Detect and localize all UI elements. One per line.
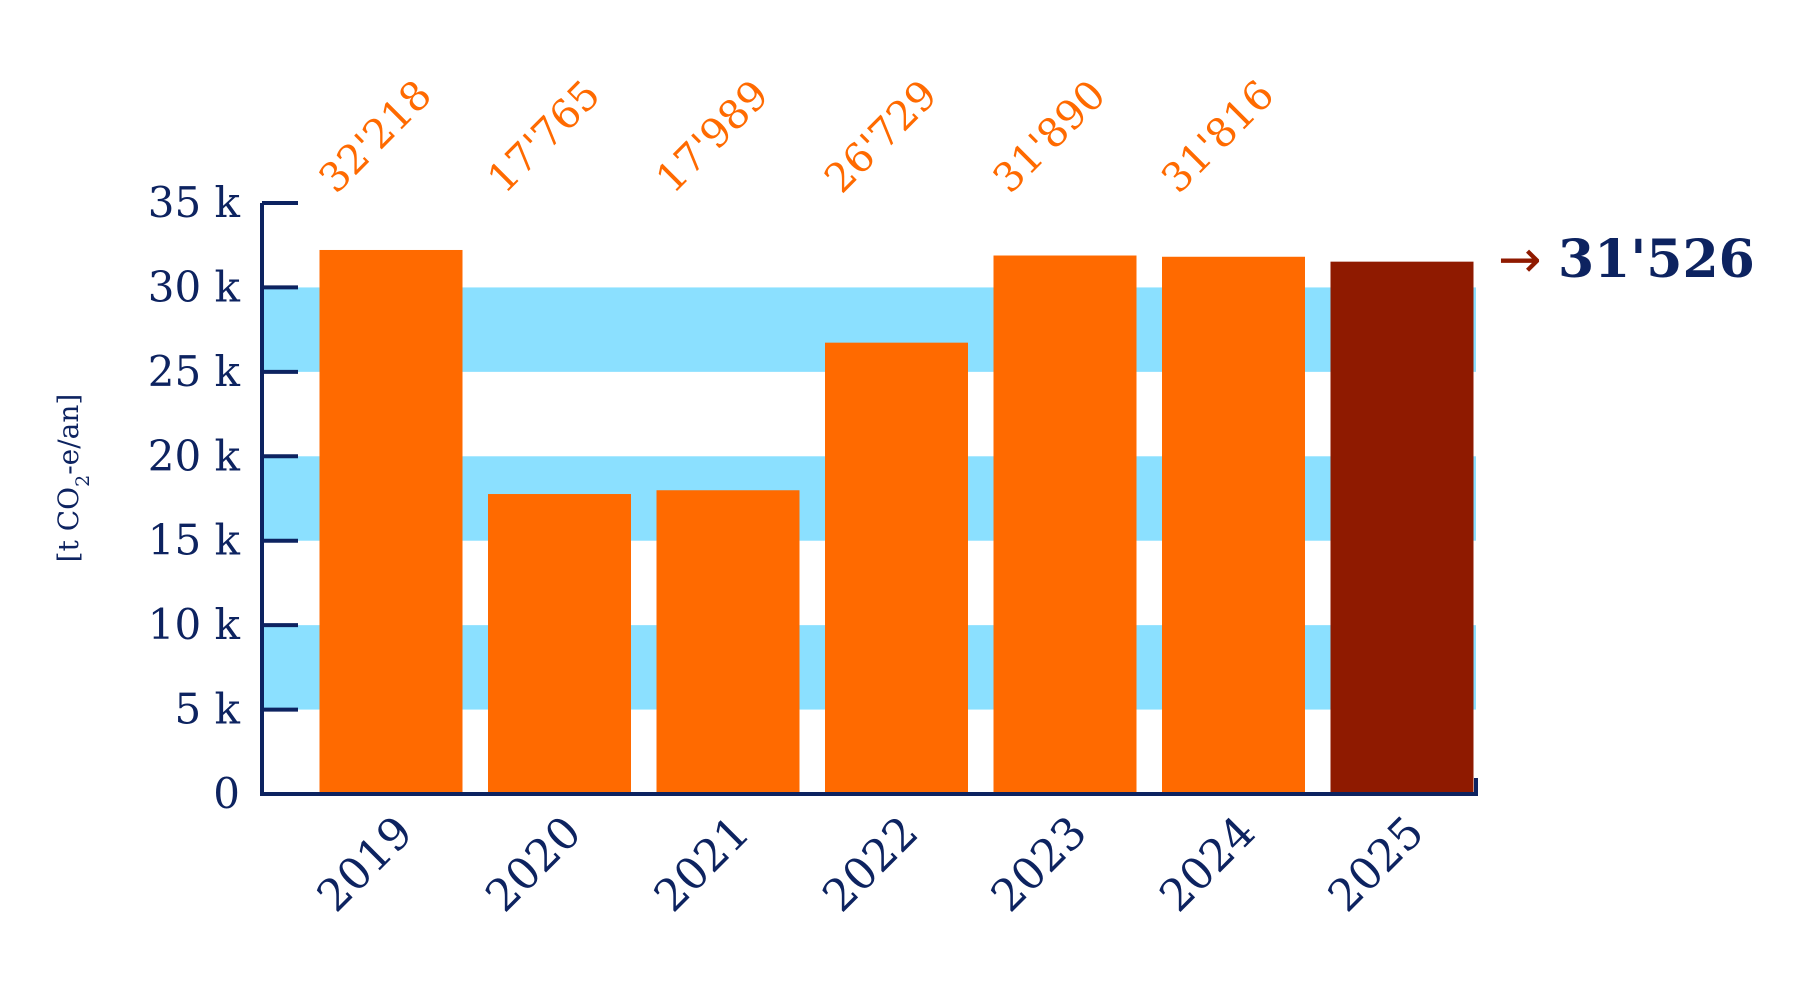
x-tick-label: 2024 [1150, 807, 1265, 922]
x-tick-label: 2019 [308, 807, 423, 922]
y-axis-label: [t CO2-e/an] [52, 394, 94, 563]
y-ticks: 0 5 k 10 k 15 k 20 k 25 k 30 k 35 k [148, 178, 298, 818]
bar-2020 [488, 494, 631, 794]
y-tick-label: 5 k [174, 685, 240, 734]
y-tick-label: 20 k [148, 431, 241, 480]
bar-2025 [1330, 261, 1474, 794]
x-tick-label: 2023 [982, 807, 1097, 922]
value-label: 17'989 [648, 72, 778, 202]
value-label: 31'816 [1153, 72, 1283, 202]
x-tick-labels: 2019 2020 2021 2022 2023 2024 2025 [308, 807, 1434, 922]
value-label: 26'729 [816, 72, 946, 202]
bar-2024 [1162, 256, 1305, 794]
y-tick-label: 10 k [148, 600, 241, 649]
bar-2023 [993, 255, 1137, 794]
highlight-annotation: → 31'526 [1498, 229, 1755, 290]
y-tick-label: 0 [213, 769, 240, 818]
value-label: 32'218 [311, 72, 441, 202]
y-tick-label: 15 k [148, 516, 241, 565]
value-labels: 32'218 17'765 17'989 26'729 31'890 31'816 [311, 72, 1284, 202]
value-label: 31'890 [985, 72, 1115, 202]
x-tick-label: 2022 [813, 807, 928, 922]
highlight-value-label: 31'526 [1558, 229, 1755, 290]
bars [319, 249, 1474, 794]
bar-2019 [319, 249, 463, 794]
bar-2021 [656, 490, 800, 794]
bar-2022 [825, 342, 968, 794]
y-tick-label: 35 k [148, 178, 241, 227]
y-tick-label: 30 k [148, 262, 241, 311]
x-tick-label: 2020 [476, 807, 591, 922]
value-label: 17'765 [479, 72, 609, 202]
x-tick-label: 2025 [1319, 807, 1434, 922]
x-tick-label: 2021 [645, 807, 760, 922]
axes [260, 203, 1478, 796]
arrow-right-icon: → [1498, 230, 1542, 290]
y-tick-label: 25 k [148, 347, 241, 396]
